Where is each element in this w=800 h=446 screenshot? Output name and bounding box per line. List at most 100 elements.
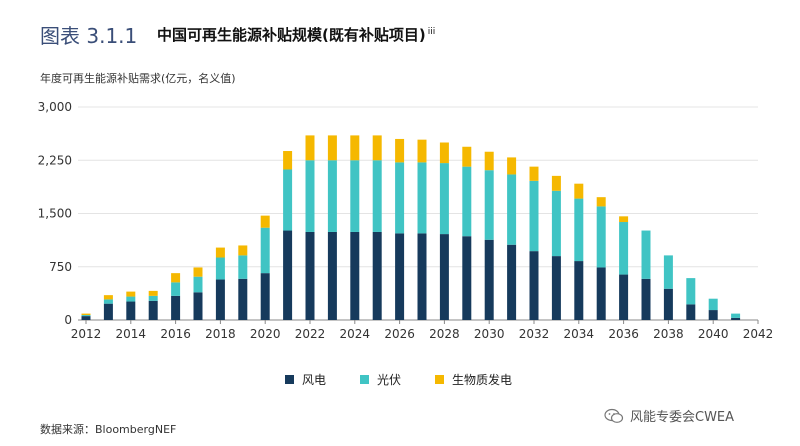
- bar-segment-wind: [81, 316, 91, 320]
- bar-segment-solar: [171, 282, 181, 296]
- y-axis-label: 年度可再生能源补贴需求(亿元，名义值): [40, 72, 236, 85]
- x-tick-label: 2020: [250, 327, 281, 341]
- bar-segment-wind: [103, 303, 113, 320]
- bar-segment-wind: [708, 310, 718, 320]
- legend-item-wind: 风电: [285, 371, 326, 388]
- bar-segment-solar: [305, 160, 315, 232]
- chart-title-text: 中国可再生能源补贴规模(既有补贴项目): [157, 26, 426, 44]
- bar-segment-solar: [148, 295, 158, 301]
- bar-segment-bio: [171, 273, 181, 283]
- bar-segment-wind: [126, 301, 136, 320]
- x-tick-label: 2036: [608, 327, 639, 341]
- bar-segment-wind: [686, 304, 696, 320]
- y-tick-label: 0: [64, 313, 72, 327]
- legend-label-wind: 风电: [302, 373, 327, 387]
- legend-swatch-bio: [435, 375, 445, 384]
- watermark-text: 风能专委会CWEA: [630, 410, 735, 425]
- bar-segment-wind: [395, 233, 405, 320]
- bar-segment-solar: [529, 180, 539, 252]
- bar-segment-solar: [484, 170, 494, 240]
- x-tick-label: 2024: [340, 327, 371, 341]
- x-tick-label: 2038: [653, 327, 684, 341]
- bar-segment-wind: [215, 279, 225, 320]
- bar-segment-bio: [596, 197, 606, 207]
- x-tick-label: 2014: [116, 327, 147, 341]
- title-superscript: iii: [427, 27, 436, 37]
- bar-segment-bio: [238, 245, 248, 256]
- bar-segment-bio: [484, 151, 494, 171]
- bar-segment-bio: [372, 135, 382, 161]
- bar-segment-solar: [417, 162, 427, 234]
- bar-segment-wind: [171, 295, 181, 320]
- bar-segment-solar: [619, 222, 629, 275]
- bar-segment-wind: [372, 231, 382, 320]
- bar-segment-bio: [148, 290, 158, 296]
- bar-segment-bio: [462, 146, 472, 167]
- chart-title: 中国可再生能源补贴规模(既有补贴项目) iii: [157, 24, 435, 45]
- bar-segment-wind: [439, 234, 449, 320]
- bar-segment-bio: [327, 135, 337, 161]
- bar-segment-solar: [238, 255, 248, 279]
- bar-segment-solar: [574, 198, 584, 262]
- legend-label-bio: 生物质发电: [452, 373, 513, 387]
- legend: 风电 光伏 生物质发电: [285, 371, 512, 388]
- y-tick-label: 2,250: [38, 153, 72, 167]
- x-tick-label: 2034: [564, 327, 595, 341]
- bar-segment-wind: [596, 267, 606, 320]
- bar-segment-wind: [731, 317, 741, 320]
- x-tick-label: 2016: [160, 327, 191, 341]
- bar-segment-solar: [641, 230, 651, 279]
- bar-segment-wind: [327, 231, 337, 320]
- bar-segment-bio: [395, 138, 405, 163]
- x-tick-label: 2018: [205, 327, 236, 341]
- source-note: 数据来源：BloombergNEF: [40, 423, 177, 436]
- bar-segment-solar: [663, 255, 673, 289]
- watermark: 风能专委会CWEA: [604, 406, 734, 425]
- bar-segment-wind: [283, 230, 293, 320]
- x-tick-label: 2026: [384, 327, 415, 341]
- bar-segment-wind: [484, 239, 494, 320]
- bar-segment-wind: [641, 278, 651, 320]
- x-tick-label: 2030: [474, 327, 505, 341]
- wechat-icon: [604, 408, 624, 423]
- bar-segment-wind: [193, 292, 203, 320]
- y-tick-label: 3,000: [38, 100, 72, 114]
- bar-segment-bio: [103, 295, 113, 300]
- bar-segment-bio: [551, 175, 561, 191]
- y-tick-label: 1,500: [38, 207, 72, 221]
- bar-segment-solar: [193, 276, 203, 293]
- bar-segment-bio: [350, 135, 360, 161]
- bar-segment-wind: [417, 233, 427, 320]
- bar-segment-wind: [462, 236, 472, 320]
- bar-segment-bio: [260, 215, 270, 228]
- bar-segment-solar: [507, 174, 517, 245]
- bar-segment-bio: [574, 183, 584, 199]
- bar-segment-solar: [686, 278, 696, 305]
- bar-segment-solar: [103, 299, 113, 304]
- bar-segment-bio: [439, 142, 449, 164]
- bar-segment-wind: [529, 251, 539, 320]
- bar-segment-wind: [350, 231, 360, 320]
- bar-segment-bio: [529, 166, 539, 181]
- bar-segment-solar: [283, 169, 293, 231]
- bar-segment-solar: [81, 315, 91, 317]
- bar-segment-wind: [551, 256, 561, 320]
- bar-segment-wind: [507, 244, 517, 320]
- legend-swatch-solar: [360, 375, 370, 384]
- bar-segment-solar: [462, 166, 472, 237]
- legend-label-solar: 光伏: [377, 373, 402, 387]
- x-tick-label: 2042: [743, 327, 774, 341]
- bar-segment-bio: [126, 291, 136, 297]
- bar-segment-bio: [305, 135, 315, 161]
- bar-segment-wind: [619, 274, 629, 320]
- x-tick-label: 2032: [519, 327, 550, 341]
- bar-segment-bio: [193, 267, 203, 277]
- bar-segment-solar: [350, 160, 360, 232]
- legend-swatch-wind: [285, 375, 294, 384]
- bar-segment-wind: [305, 231, 315, 320]
- bar-segment-wind: [260, 273, 270, 320]
- bar-segment-bio: [81, 313, 91, 316]
- bar-segment-bio: [215, 247, 225, 258]
- bar-segment-wind: [238, 278, 248, 320]
